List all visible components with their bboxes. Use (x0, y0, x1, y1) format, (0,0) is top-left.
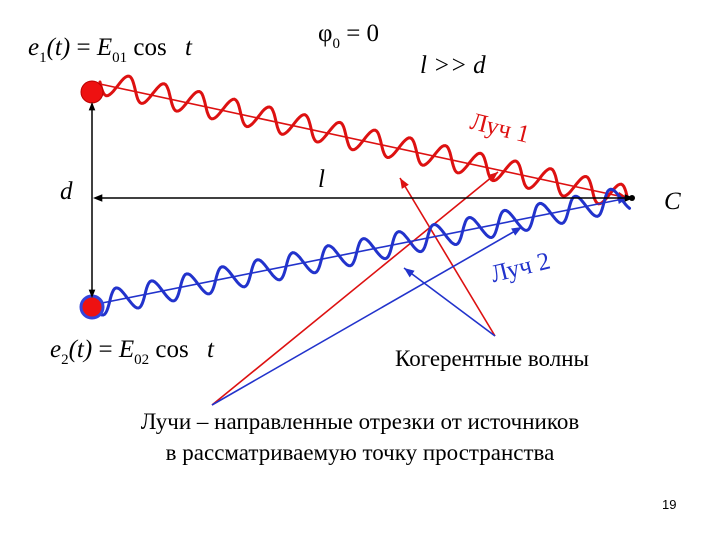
definition-line-2: в рассматриваемую точку пространства (165, 440, 555, 465)
e1-time: t (184, 34, 192, 61)
e1-amplitude: E (96, 34, 113, 61)
distance-d-arrow-down (88, 289, 96, 298)
condition-label: l >> d (420, 52, 486, 79)
point-c-dot (629, 195, 635, 201)
distance-l-arrow-left (93, 194, 103, 202)
definition-pointer-red-head (487, 172, 498, 182)
e2-equals: = (98, 336, 113, 363)
definition-pointer-blue-head (511, 227, 522, 236)
source-2-dot (79, 294, 105, 320)
distance-l-label: l (318, 166, 325, 193)
definition-pointer-blue (211, 226, 523, 406)
red-wave-1 (98, 74, 629, 206)
e1-argument: (t) (46, 34, 71, 61)
e2-symbol: e (50, 336, 62, 363)
definition-line-1: Лучи – направленные отрезки от источнико… (140, 409, 580, 434)
e1-cos: cos (133, 34, 167, 61)
e2-time: t (206, 336, 214, 363)
ray-2-line (91, 197, 629, 306)
distance-d-label: d (60, 178, 73, 205)
phase-symbol: φ (318, 20, 333, 47)
equation-e1: e1(t) = E01 cos t (28, 34, 192, 66)
coherent-pointer-red-head (400, 178, 409, 189)
e2-amplitude-subscript: 02 (134, 352, 150, 368)
distance-d-arrow-up (88, 102, 96, 111)
e1-amplitude-subscript: 01 (112, 50, 128, 66)
phase-label: φ0 = 0 (318, 20, 380, 52)
e1-subscript: 1 (39, 50, 47, 66)
page-number: 19 (662, 497, 677, 512)
ray-1-line (99, 83, 629, 199)
blue-wave-2 (90, 187, 631, 317)
e2-argument: (t) (68, 336, 93, 363)
source-1-dot (80, 80, 104, 104)
e1-symbol: e (28, 34, 40, 61)
e2-subscript: 2 (61, 352, 69, 368)
e2-amplitude: E (118, 336, 135, 363)
coherent-pointer-blue-head (404, 268, 415, 278)
coherent-pointer-red (399, 177, 496, 337)
equation-e2: e2(t) = E02 cos t (50, 336, 214, 368)
phase-subscript: 0 (332, 36, 340, 52)
e1-equals: = (76, 34, 91, 61)
point-c-label: C (664, 188, 681, 215)
definition-pointer-red (211, 171, 499, 406)
coherent-pointer-blue (403, 267, 496, 337)
e2-cos: cos (155, 336, 189, 363)
coherent-waves-caption: Когерентные волны (395, 346, 589, 371)
phase-value: = 0 (346, 20, 380, 47)
